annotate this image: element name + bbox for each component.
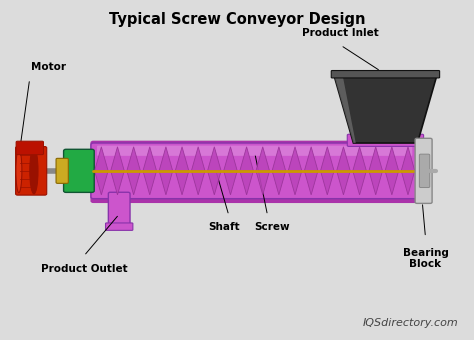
Polygon shape	[111, 171, 124, 195]
FancyBboxPatch shape	[419, 154, 430, 188]
Polygon shape	[208, 147, 221, 171]
FancyBboxPatch shape	[331, 70, 439, 78]
Polygon shape	[191, 171, 205, 195]
Ellipse shape	[16, 149, 22, 193]
Polygon shape	[159, 171, 173, 195]
Polygon shape	[320, 147, 334, 171]
Polygon shape	[127, 147, 140, 171]
Polygon shape	[208, 171, 221, 195]
Polygon shape	[95, 147, 108, 171]
Polygon shape	[304, 147, 318, 171]
FancyBboxPatch shape	[91, 143, 419, 199]
Text: Bearing
Block: Bearing Block	[402, 248, 448, 269]
Polygon shape	[369, 147, 383, 171]
Polygon shape	[335, 77, 437, 143]
Text: Typical Screw Conveyor Design: Typical Screw Conveyor Design	[109, 12, 365, 27]
FancyBboxPatch shape	[64, 149, 94, 192]
FancyBboxPatch shape	[16, 141, 44, 155]
Polygon shape	[288, 171, 302, 195]
Text: Motor: Motor	[31, 62, 66, 72]
Polygon shape	[353, 171, 366, 195]
FancyBboxPatch shape	[16, 147, 47, 195]
Polygon shape	[337, 171, 350, 195]
FancyBboxPatch shape	[415, 138, 432, 203]
Polygon shape	[175, 171, 189, 195]
Polygon shape	[224, 147, 237, 171]
Polygon shape	[111, 147, 124, 171]
Polygon shape	[272, 147, 286, 171]
Polygon shape	[256, 171, 270, 195]
Text: Product Inlet: Product Inlet	[302, 29, 379, 38]
Polygon shape	[337, 147, 350, 171]
Polygon shape	[385, 147, 399, 171]
Text: Shaft: Shaft	[209, 222, 240, 232]
Polygon shape	[353, 147, 366, 171]
FancyBboxPatch shape	[347, 134, 424, 147]
Polygon shape	[256, 147, 270, 171]
Polygon shape	[127, 171, 140, 195]
Polygon shape	[191, 147, 205, 171]
FancyBboxPatch shape	[106, 223, 133, 231]
Polygon shape	[159, 147, 173, 171]
Polygon shape	[175, 147, 189, 171]
Polygon shape	[143, 171, 156, 195]
FancyBboxPatch shape	[91, 141, 419, 203]
Polygon shape	[288, 147, 302, 171]
Polygon shape	[95, 171, 108, 195]
Ellipse shape	[30, 148, 38, 194]
FancyBboxPatch shape	[109, 192, 130, 227]
Text: Product Outlet: Product Outlet	[41, 265, 127, 274]
Polygon shape	[304, 171, 318, 195]
Polygon shape	[224, 171, 237, 195]
FancyBboxPatch shape	[97, 146, 412, 156]
Polygon shape	[385, 171, 399, 195]
Polygon shape	[401, 171, 415, 195]
Polygon shape	[369, 171, 383, 195]
Polygon shape	[272, 171, 286, 195]
FancyBboxPatch shape	[56, 158, 68, 183]
Polygon shape	[335, 77, 356, 143]
Polygon shape	[143, 147, 156, 171]
Polygon shape	[320, 171, 334, 195]
Text: IQSdirectory.com: IQSdirectory.com	[363, 319, 458, 328]
Polygon shape	[240, 171, 254, 195]
Polygon shape	[401, 147, 415, 171]
Polygon shape	[240, 147, 254, 171]
Text: Screw: Screw	[255, 222, 290, 232]
